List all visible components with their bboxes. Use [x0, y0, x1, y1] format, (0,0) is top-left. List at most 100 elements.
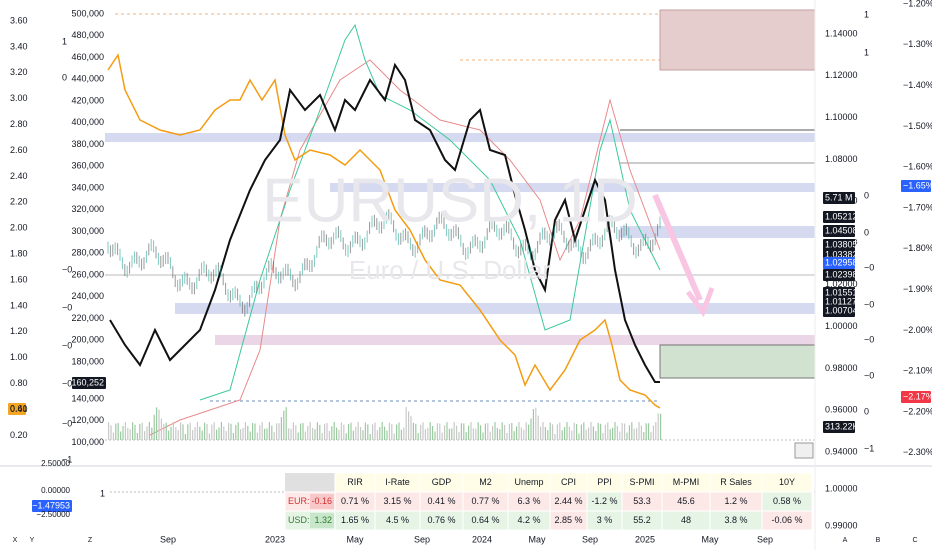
axis-tag-bg	[901, 180, 931, 192]
y-tick-label: −0	[62, 378, 72, 388]
volume-bar	[333, 422, 335, 440]
table-header: S-PMI	[629, 477, 654, 487]
volume-bar	[108, 422, 110, 440]
table-cell-text: 4.2 %	[517, 515, 540, 525]
table-cell-text: 45.6	[677, 496, 695, 506]
volume-bar	[650, 432, 652, 440]
volume-bar	[494, 422, 496, 440]
volume-bar	[240, 429, 242, 440]
table-cell-text: 4.5 %	[386, 515, 409, 525]
volume-bar	[280, 417, 282, 440]
y-tick-label: −1	[864, 443, 874, 453]
price-tag: 5.71 M	[825, 192, 853, 202]
volume-bar	[410, 416, 412, 440]
y-tick-label: −1.20%	[903, 0, 932, 8]
volume-bar	[288, 428, 290, 440]
y-tick-label: 2.80	[10, 119, 28, 129]
volume-bar	[616, 425, 618, 440]
y-tick-label: 180,000	[71, 356, 104, 366]
x-tick-label: Sep	[582, 534, 598, 544]
table-header: RIR	[347, 477, 363, 487]
volume-bar	[542, 422, 544, 440]
y-tick-label: 2.20	[10, 197, 28, 207]
volume-bar	[201, 430, 203, 440]
volume-bar	[400, 429, 402, 440]
volume-bar	[518, 422, 520, 440]
volume-bar	[136, 433, 138, 440]
axis-tag-bg	[901, 391, 931, 403]
volume-bar	[180, 422, 182, 440]
volume-bar	[583, 422, 585, 440]
x-tick-label: Z	[88, 537, 93, 544]
volume-bar	[146, 426, 148, 440]
axis-tag-bg	[72, 377, 106, 389]
volume-bar	[254, 423, 256, 440]
volume-bar	[156, 407, 158, 440]
table-header: I-Rate	[385, 477, 410, 487]
volume-bar	[482, 432, 484, 440]
volume-bar	[595, 431, 597, 440]
volume-bar	[297, 432, 299, 440]
price-tag: 1.00704	[825, 305, 858, 315]
volume-bar	[220, 422, 222, 440]
volume-bar	[117, 423, 119, 440]
y-tick-label: 120,000	[71, 415, 104, 425]
y-tick-label: 220,000	[71, 313, 104, 323]
volume-bar	[273, 432, 275, 440]
y-tick-label: 0	[864, 406, 869, 416]
volume-bar	[398, 422, 400, 440]
table-cell	[285, 473, 335, 492]
volume-bar	[453, 422, 455, 440]
y-tick-label: 0.80	[10, 378, 28, 388]
volume-bar	[516, 426, 518, 440]
volume-bar	[540, 426, 542, 440]
volume-bar	[372, 424, 374, 440]
volume-bar	[532, 409, 534, 440]
price-tag: 1.01551	[825, 287, 858, 297]
volume-bar	[292, 422, 294, 440]
volume-bar	[309, 422, 311, 440]
price-tag: 1.05212	[825, 211, 858, 221]
y-tick-label: 0.99000	[825, 520, 858, 530]
volume-bar	[247, 425, 249, 440]
volume-bar	[506, 432, 508, 440]
x-tick-label: X	[13, 537, 18, 544]
table-cell-text: 1.65 %	[341, 515, 369, 525]
x-tick-label: May	[346, 534, 364, 544]
y-tick-label: −2.30%	[903, 447, 932, 457]
volume-bar	[362, 430, 364, 440]
volume-bar	[357, 422, 359, 440]
table-cell	[310, 513, 334, 528]
volume-bar	[235, 424, 237, 440]
y-tick-label: 1.20	[10, 326, 28, 336]
y-tick-label: 500,000	[71, 8, 104, 18]
volume-bar	[645, 423, 647, 440]
volume-bar	[590, 422, 592, 440]
volume-bar	[148, 422, 150, 440]
y-tick-label: 3.00	[10, 93, 28, 103]
axis-tag: 0.61	[10, 403, 28, 413]
volume-bar	[158, 409, 160, 440]
table-cell-text: 2.44 %	[554, 496, 582, 506]
axis-tag: −1.65%	[903, 180, 932, 190]
y-tick-label: −0	[62, 264, 72, 274]
axis-tag: −2.17%	[903, 391, 932, 401]
volume-bar	[312, 427, 314, 440]
volume-bar	[612, 427, 614, 440]
volume-bar	[561, 430, 563, 440]
volume-bar	[194, 427, 196, 440]
table-cell-text: 6.3 %	[517, 496, 540, 506]
volume-bar	[331, 426, 333, 440]
volume-bar	[477, 422, 479, 440]
y-tick-label: 0.00000	[41, 486, 70, 495]
y-tick-label: −1.40%	[903, 80, 932, 90]
table-cell	[310, 494, 334, 509]
volume-bar	[652, 425, 654, 440]
volume-bar	[592, 426, 594, 440]
price-tag-bg	[823, 305, 855, 317]
volume-bar	[300, 423, 302, 440]
table-cell	[761, 510, 813, 531]
y-tick-label: −0	[864, 299, 874, 309]
volume-bar	[619, 431, 621, 440]
table-cell-text: 3.8 %	[724, 515, 747, 525]
